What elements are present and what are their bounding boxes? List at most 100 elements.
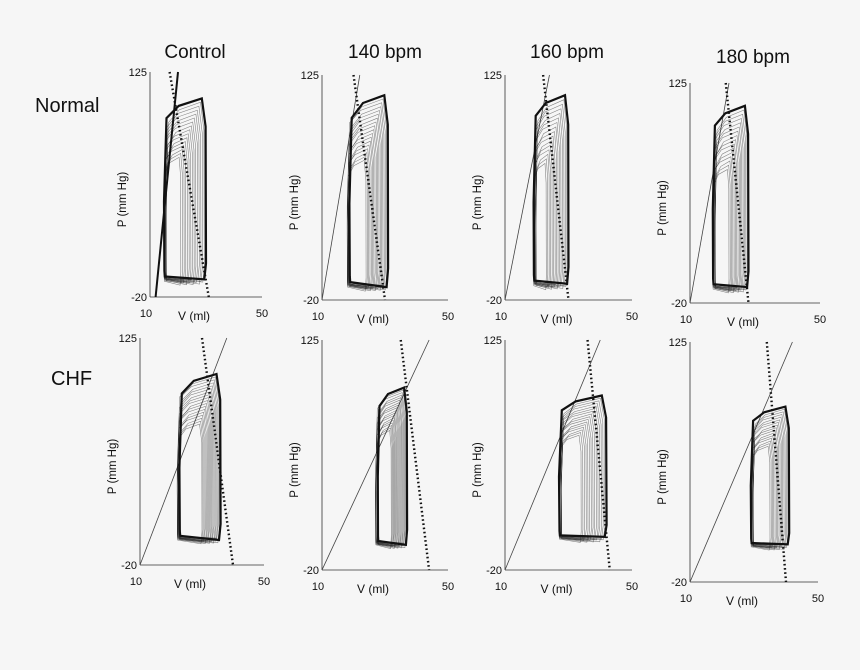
y-tick-top: 125 bbox=[119, 333, 137, 345]
pv-panel-normal-1: 125 -20 10 50 V (ml) P (mm Hg) bbox=[289, 70, 454, 326]
y-axis-label: P (mm Hg) bbox=[472, 442, 484, 498]
pv-panel-normal-0: 125 -20 10 50 V (ml) P (mm Hg) bbox=[117, 67, 268, 323]
pv-panel-chf-5: 125 -20 10 50 V (ml) P (mm Hg) bbox=[289, 335, 454, 596]
pv-loop-15 bbox=[560, 397, 606, 541]
y-tick-top: 125 bbox=[301, 335, 319, 347]
pv-loop-15 bbox=[165, 101, 205, 283]
pv-panel-chf-6: 125 -20 10 50 V (ml) P (mm Hg) bbox=[472, 335, 638, 596]
y-axis-label: P (mm Hg) bbox=[472, 175, 484, 231]
y-axis-label: P (mm Hg) bbox=[117, 172, 129, 228]
x-tick-right: 50 bbox=[258, 576, 270, 588]
plot-area bbox=[322, 339, 430, 570]
ees-dotted-line bbox=[724, 82, 750, 304]
panels-group: 125 -20 10 50 V (ml) P (mm Hg) 125 -20 10 50 V (ml… bbox=[107, 67, 826, 608]
pv-loop-16 bbox=[176, 379, 219, 539]
pv-loop-16 bbox=[711, 104, 750, 289]
pv-loop-15 bbox=[535, 99, 568, 287]
pv-loop-18 bbox=[348, 93, 390, 289]
y-tick-bottom: -20 bbox=[121, 560, 137, 572]
column-title-160bpm: 160 bpm bbox=[530, 42, 604, 63]
y-tick-bottom: -20 bbox=[671, 298, 687, 310]
espvr-line bbox=[322, 339, 430, 570]
x-axis-label: V (ml) bbox=[178, 309, 210, 323]
x-axis-label: V (ml) bbox=[726, 594, 758, 608]
row-label-normal: Normal bbox=[35, 95, 99, 117]
y-axis-label: P (mm Hg) bbox=[657, 180, 669, 236]
plot-area bbox=[505, 74, 570, 300]
pv-loop-16 bbox=[162, 96, 208, 281]
x-tick-right: 50 bbox=[256, 308, 268, 320]
y-tick-top: 125 bbox=[484, 70, 502, 82]
column-title-control: Control bbox=[164, 42, 225, 63]
plot-area bbox=[505, 339, 608, 570]
pv-loop-2 bbox=[178, 420, 204, 542]
ees-dotted-line bbox=[168, 71, 210, 298]
y-tick-top: 125 bbox=[484, 335, 502, 347]
x-axis-label: V (ml) bbox=[357, 312, 389, 326]
x-tick-left: 10 bbox=[312, 581, 324, 593]
plot-area bbox=[140, 337, 228, 565]
column-title-180bpm: 180 bpm bbox=[716, 47, 790, 68]
plot-area bbox=[690, 341, 793, 582]
x-tick-left: 10 bbox=[312, 311, 324, 323]
y-axis-label: P (mm Hg) bbox=[107, 439, 119, 495]
x-axis-label: V (ml) bbox=[541, 312, 573, 326]
x-tick-right: 50 bbox=[442, 581, 454, 593]
espvr-line bbox=[690, 82, 730, 303]
y-tick-bottom: -20 bbox=[486, 295, 502, 307]
x-tick-left: 10 bbox=[680, 593, 692, 605]
y-tick-top: 125 bbox=[129, 67, 147, 79]
x-tick-right: 50 bbox=[626, 311, 638, 323]
ees-dotted-line bbox=[399, 339, 431, 571]
pv-loop-16 bbox=[749, 405, 791, 546]
x-tick-right: 50 bbox=[442, 311, 454, 323]
y-axis-label: P (mm Hg) bbox=[657, 449, 669, 505]
y-tick-top: 125 bbox=[669, 337, 687, 349]
x-tick-right: 50 bbox=[814, 314, 826, 326]
pv-loop-12 bbox=[349, 117, 381, 286]
column-title-140bpm: 140 bpm bbox=[348, 42, 422, 63]
ees-dotted-line bbox=[586, 339, 611, 571]
x-axis-label: V (ml) bbox=[174, 577, 206, 591]
espvr-line bbox=[690, 341, 793, 582]
pv-loop-16 bbox=[532, 93, 570, 285]
pv-panel-chf-7: 125 -20 10 50 V (ml) P (mm Hg) bbox=[657, 337, 824, 608]
plot-area bbox=[154, 71, 208, 297]
pv-loop-18 bbox=[178, 372, 222, 542]
pv-panel-chf-4: 125 -20 10 50 V (ml) P (mm Hg) bbox=[107, 333, 270, 591]
y-tick-top: 125 bbox=[301, 70, 319, 82]
pv-loop-16 bbox=[375, 392, 406, 544]
y-tick-bottom: -20 bbox=[303, 295, 319, 307]
espvr-line bbox=[322, 74, 361, 300]
pv-loop-2 bbox=[713, 164, 731, 291]
ees-dotted-line bbox=[352, 74, 387, 301]
pv-loop-2 bbox=[751, 443, 772, 548]
pv-panel-normal-3: 125 -20 10 50 V (ml) P (mm Hg) bbox=[657, 78, 826, 329]
y-tick-bottom: -20 bbox=[671, 577, 687, 589]
y-tick-bottom: -20 bbox=[486, 565, 502, 577]
y-axis-label: P (mm Hg) bbox=[289, 442, 301, 498]
pv-loop-10 bbox=[558, 411, 597, 540]
x-tick-left: 10 bbox=[680, 314, 692, 326]
x-tick-left: 10 bbox=[130, 576, 142, 588]
plot-area bbox=[322, 74, 390, 300]
ees-dotted-line bbox=[200, 337, 235, 566]
x-tick-right: 50 bbox=[626, 581, 638, 593]
x-tick-left: 10 bbox=[495, 581, 507, 593]
y-tick-bottom: -20 bbox=[303, 565, 319, 577]
pv-loop-6 bbox=[535, 140, 554, 287]
pv-loop-10 bbox=[750, 422, 782, 548]
x-tick-left: 10 bbox=[495, 311, 507, 323]
pv-loop-6 bbox=[714, 147, 736, 291]
x-axis-label: V (ml) bbox=[541, 582, 573, 596]
y-tick-bottom: -20 bbox=[131, 292, 147, 304]
pv-panel-normal-2: 125 -20 10 50 V (ml) P (mm Hg) bbox=[472, 70, 638, 326]
x-axis-label: V (ml) bbox=[727, 315, 759, 329]
espvr-line bbox=[505, 339, 601, 570]
y-axis-label: P (mm Hg) bbox=[289, 175, 301, 231]
espvr-line bbox=[505, 74, 550, 300]
row-label-chf: CHF bbox=[51, 368, 92, 390]
pv-loop-18 bbox=[376, 386, 409, 547]
x-axis-label: V (ml) bbox=[357, 582, 389, 596]
